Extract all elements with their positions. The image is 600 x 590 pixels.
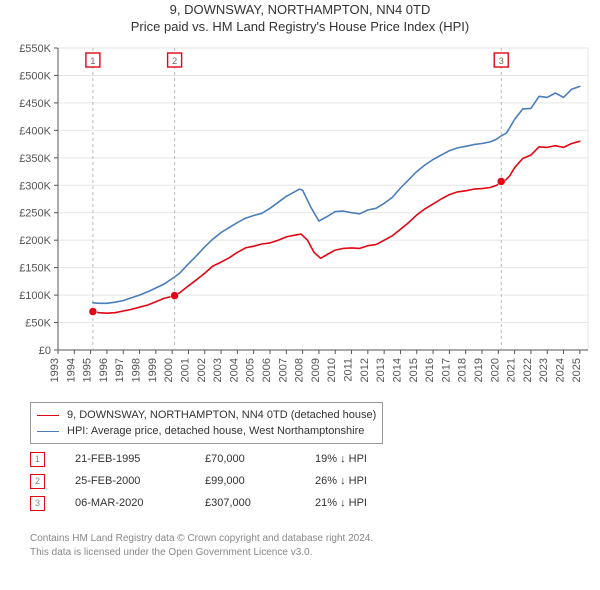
x-tick-label: 1993 bbox=[49, 358, 61, 382]
legend-label: HPI: Average price, detached house, West… bbox=[67, 423, 364, 439]
sale-row-price: £70,000 bbox=[205, 453, 315, 465]
x-tick-label: 2014 bbox=[391, 358, 403, 382]
x-tick-label: 2017 bbox=[440, 358, 452, 382]
y-tick-label: £500K bbox=[19, 70, 51, 82]
footer-line-2: This data is licensed under the Open Gov… bbox=[30, 546, 373, 560]
sale-row-date: 25-FEB-2000 bbox=[75, 475, 205, 487]
sale-row-diff: 26% ↓ HPI bbox=[315, 475, 425, 487]
x-tick-label: 2020 bbox=[489, 358, 501, 382]
sales-row: 3 06-MAR-2020£307,00021% ↓ HPI bbox=[30, 492, 425, 514]
x-tick-label: 2025 bbox=[571, 358, 583, 382]
title-line-2: Price paid vs. HM Land Registry's House … bbox=[0, 19, 600, 34]
x-tick-label: 2002 bbox=[196, 358, 208, 382]
legend-swatch bbox=[37, 415, 59, 416]
x-tick-label: 1995 bbox=[82, 358, 94, 382]
sale-row-price: £307,000 bbox=[205, 497, 315, 509]
footer-text: Contains HM Land Registry data © Crown c… bbox=[30, 532, 373, 560]
x-tick-label: 1998 bbox=[131, 358, 143, 382]
legend-swatch bbox=[37, 431, 59, 432]
x-tick-label: 2013 bbox=[375, 358, 387, 382]
legend-row: 9, DOWNSWAY, NORTHAMPTON, NN4 0TD (detac… bbox=[37, 407, 376, 423]
x-tick-label: 2016 bbox=[424, 358, 436, 382]
chart-area: £0 £50K £100K £150K £200K £250K £300K £350K £400… bbox=[0, 40, 600, 400]
x-tick-label: 1996 bbox=[98, 358, 110, 382]
x-tick-label: 2007 bbox=[277, 358, 289, 382]
y-tick-label: £400K bbox=[19, 125, 51, 137]
x-tick-label: 2003 bbox=[212, 358, 224, 382]
y-tick-label: £50K bbox=[25, 318, 51, 330]
sale-marker-dot bbox=[89, 308, 97, 316]
chart-svg: £0 £50K £100K £150K £200K £250K £300K £350K £400… bbox=[0, 40, 600, 400]
x-tick-label: 2018 bbox=[457, 358, 469, 382]
x-tick-label: 2009 bbox=[310, 358, 322, 382]
y-tick-label: £200K bbox=[19, 235, 51, 247]
x-tick-label: 2024 bbox=[555, 358, 567, 382]
sale-marker-number: 3 bbox=[499, 56, 504, 66]
x-tick-label: 1994 bbox=[65, 358, 77, 382]
x-tick-label: 1997 bbox=[114, 358, 126, 382]
sales-row: 2 25-FEB-2000£99,00026% ↓ HPI bbox=[30, 470, 425, 492]
x-tick-label: 2004 bbox=[228, 358, 240, 382]
title-line-1: 9, DOWNSWAY, NORTHAMPTON, NN4 0TD bbox=[0, 2, 600, 17]
sales-table: 1 21-FEB-1995£70,00019% ↓ HPI 2 25-FEB-2000… bbox=[30, 448, 425, 514]
y-tick-label: £0 bbox=[39, 345, 51, 357]
x-tick-label: 2011 bbox=[343, 358, 355, 382]
sale-marker-number: 2 bbox=[172, 56, 177, 66]
x-tick-label: 1999 bbox=[147, 358, 159, 382]
legend-label: 9, DOWNSWAY, NORTHAMPTON, NN4 0TD (detac… bbox=[67, 407, 376, 423]
y-tick-label: £100K bbox=[19, 290, 51, 302]
sales-row: 1 21-FEB-1995£70,00019% ↓ HPI bbox=[30, 448, 425, 470]
chart-titles: 9, DOWNSWAY, NORTHAMPTON, NN4 0TD Price … bbox=[0, 0, 600, 34]
y-tick-label: £250K bbox=[19, 208, 51, 220]
sale-marker-number: 1 bbox=[90, 56, 95, 66]
y-tick-label: £450K bbox=[19, 98, 51, 110]
y-tick-label: £550K bbox=[19, 43, 51, 55]
sale-row-badge: 1 bbox=[30, 452, 45, 467]
y-tick-label: £300K bbox=[19, 180, 51, 192]
sale-row-badge: 2 bbox=[30, 474, 45, 489]
x-tick-label: 2015 bbox=[408, 358, 420, 382]
x-tick-label: 2022 bbox=[522, 358, 534, 382]
x-tick-label: 2005 bbox=[245, 358, 257, 382]
y-tick-label: £150K bbox=[19, 263, 51, 275]
x-tick-label: 2008 bbox=[294, 358, 306, 382]
x-tick-label: 2023 bbox=[538, 358, 550, 382]
sale-marker-dot bbox=[497, 177, 505, 185]
sale-row-date: 06-MAR-2020 bbox=[75, 497, 205, 509]
y-tick-label: £350K bbox=[19, 153, 51, 165]
x-tick-label: 2012 bbox=[359, 358, 371, 382]
x-tick-label: 2010 bbox=[326, 358, 338, 382]
legend-box: 9, DOWNSWAY, NORTHAMPTON, NN4 0TD (detac… bbox=[30, 402, 383, 444]
sale-marker-dot bbox=[171, 292, 179, 300]
sale-row-badge: 3 bbox=[30, 496, 45, 511]
sale-row-price: £99,000 bbox=[205, 475, 315, 487]
x-tick-label: 2001 bbox=[179, 358, 191, 382]
sale-row-date: 21-FEB-1995 bbox=[75, 453, 205, 465]
x-tick-label: 2000 bbox=[163, 358, 175, 382]
sale-row-diff: 21% ↓ HPI bbox=[315, 497, 425, 509]
sale-row-diff: 19% ↓ HPI bbox=[315, 453, 425, 465]
x-tick-label: 2006 bbox=[261, 358, 273, 382]
legend-row: HPI: Average price, detached house, West… bbox=[37, 423, 376, 439]
x-tick-label: 2021 bbox=[506, 358, 518, 382]
footer-line-1: Contains HM Land Registry data © Crown c… bbox=[30, 532, 373, 546]
x-tick-label: 2019 bbox=[473, 358, 485, 382]
